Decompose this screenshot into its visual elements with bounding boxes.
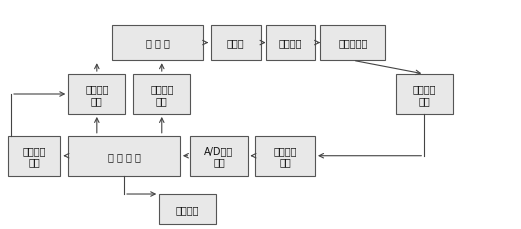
Bar: [68, 75, 126, 114]
Bar: [320, 26, 385, 61]
Text: 微 处 理 器: 微 处 理 器: [108, 151, 141, 161]
Bar: [395, 75, 453, 114]
Bar: [113, 26, 203, 61]
Bar: [8, 136, 60, 176]
Bar: [133, 75, 190, 114]
Bar: [255, 136, 315, 176]
Bar: [190, 136, 247, 176]
Text: 锁相放大
电路: 锁相放大 电路: [274, 145, 297, 167]
Bar: [159, 194, 216, 224]
Text: 光学气室: 光学气室: [279, 38, 302, 48]
Text: 准直器: 准直器: [227, 38, 245, 48]
Bar: [266, 26, 315, 61]
Text: 激 光 器: 激 光 器: [146, 38, 170, 48]
Text: 显示电路: 显示电路: [176, 204, 200, 214]
Text: A/D转换
电路: A/D转换 电路: [204, 145, 233, 167]
Bar: [68, 136, 180, 176]
Text: 光电探测器: 光电探测器: [338, 38, 367, 48]
Text: 电流控制
电路: 电流控制 电路: [150, 84, 173, 105]
Text: 反馈控制
电路: 反馈控制 电路: [23, 145, 46, 167]
Text: 前置放大
电路: 前置放大 电路: [413, 84, 436, 105]
Text: 温度控制
电路: 温度控制 电路: [85, 84, 108, 105]
Bar: [211, 26, 260, 61]
